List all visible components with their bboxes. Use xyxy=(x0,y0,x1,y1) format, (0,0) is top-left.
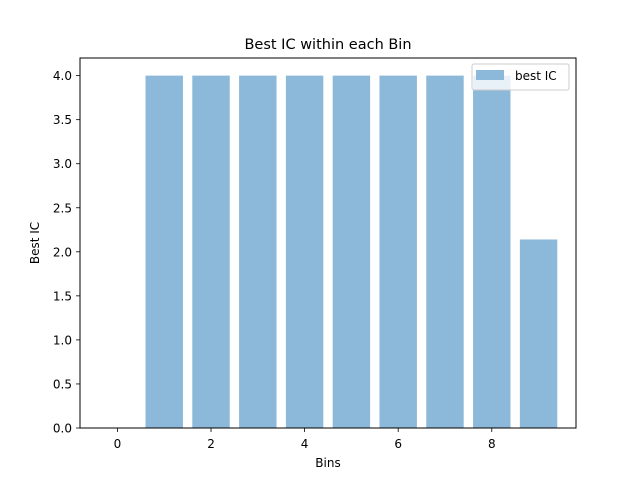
legend-swatch xyxy=(476,70,504,80)
bar-bin-3 xyxy=(239,75,277,428)
y-tick-label: 3.0 xyxy=(53,157,72,171)
y-tick-label: 0.5 xyxy=(53,377,72,391)
y-axis-label: Best IC xyxy=(28,222,42,264)
y-axis-ticks: 0.0 0.5 1.0 1.5 2.0 2.5 3.0 3.5 4.0 xyxy=(53,69,80,436)
y-tick-label: 1.0 xyxy=(53,333,72,347)
bar-bin-1 xyxy=(145,75,183,428)
y-tick-label: 1.5 xyxy=(53,289,72,303)
x-axis-label: Bins xyxy=(315,456,340,470)
y-tick-label: 4.0 xyxy=(53,69,72,83)
x-axis-ticks: 0 2 4 6 8 xyxy=(114,428,496,451)
bar-bin-6 xyxy=(379,75,417,428)
legend: best IC xyxy=(471,63,570,91)
x-tick-label: 8 xyxy=(488,437,496,451)
x-tick-label: 0 xyxy=(114,437,122,451)
y-tick-label: 0.0 xyxy=(53,422,72,436)
bar-bin-2 xyxy=(192,75,230,428)
bar-bin-5 xyxy=(332,75,371,428)
chart-title: Best IC within each Bin xyxy=(244,37,411,53)
plot-frame xyxy=(79,57,577,429)
x-tick-label: 4 xyxy=(301,437,309,451)
bar-bin-4 xyxy=(285,75,324,428)
x-tick-label: 2 xyxy=(207,437,215,451)
y-tick-label: 2.5 xyxy=(53,201,72,215)
y-tick-label: 3.5 xyxy=(53,113,72,127)
bars-layer xyxy=(145,75,558,428)
bar-bin-8 xyxy=(473,75,511,428)
bar-bin-9 xyxy=(519,239,558,428)
bar-bin-7 xyxy=(426,75,464,428)
y-tick-label: 2.0 xyxy=(53,245,72,259)
x-tick-label: 6 xyxy=(394,437,402,451)
legend-label: best IC xyxy=(515,69,557,83)
